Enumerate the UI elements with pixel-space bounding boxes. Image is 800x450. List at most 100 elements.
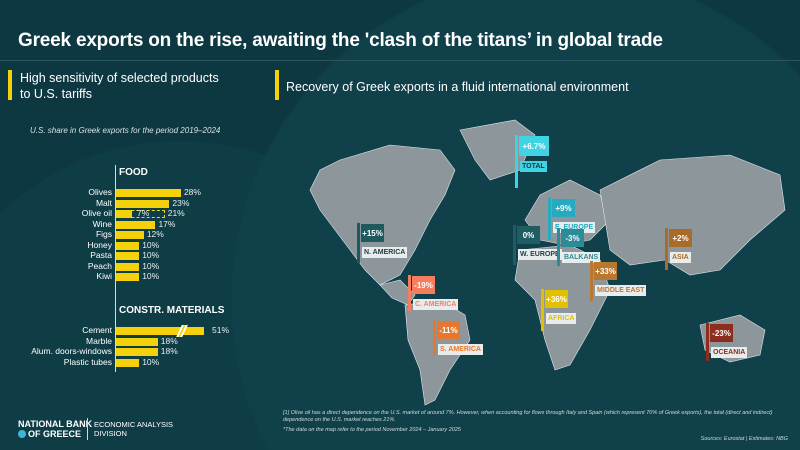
north-america (309, 144, 456, 286)
chart-subtitle: U.S. share in Greek exports for the peri… (30, 126, 221, 135)
bar-row: Cement 51% (0, 325, 260, 337)
total-label: TOTAL (520, 161, 547, 172)
bar (116, 358, 140, 367)
bar-label: Figs (95, 229, 112, 239)
bar (116, 348, 158, 356)
bar-label: Cement (82, 325, 112, 335)
bar-row: Alum. doors-windows 18% (0, 346, 260, 357)
bar-value: 18% (160, 346, 178, 356)
bar-value: 21% (167, 208, 185, 218)
logo-mark-icon (18, 430, 26, 438)
bar-label: Peach (87, 260, 112, 271)
bar (116, 327, 204, 335)
bar-row: Marble 18% (0, 335, 260, 347)
n-america-flag[interactable]: +15% (361, 224, 384, 242)
bar-label: Malt (95, 197, 112, 208)
bar-row: Pasta 10% (0, 250, 260, 261)
bar (116, 231, 144, 239)
page-title: Greek exports on the rise, awaiting the … (18, 30, 663, 51)
section-marker (275, 70, 279, 100)
bar-label: Olive oil (81, 208, 112, 218)
bar-row: Plastic tubes 10% (0, 356, 260, 368)
bar-value: 10% (142, 271, 160, 281)
logo-text: NATIONAL BANK (18, 419, 93, 429)
bar-label: Plastic tubes (63, 356, 112, 367)
bar-value: 10% (142, 250, 160, 260)
nbg-logo: NATIONAL BANK OF GREECE (18, 419, 92, 439)
footnote-olive-oil: [1] Olive oil has a direct dependence on… (283, 410, 773, 423)
africa-flag-pole (541, 289, 544, 331)
asia-flag[interactable]: +2% (669, 229, 692, 247)
asia-flag-pole (665, 228, 668, 270)
c-america-flag[interactable]: -19% (412, 276, 435, 294)
oceania-label: OCEANIA (711, 347, 748, 358)
bar (116, 220, 156, 229)
bar-row: Honey 10% (0, 239, 260, 251)
bar-label: Marble (86, 335, 112, 346)
s-america-flag-pole (433, 320, 436, 356)
group-label-food: FOOD (119, 167, 148, 178)
title-divider (0, 60, 800, 61)
c-america-flag-pole (408, 275, 411, 311)
bar (116, 199, 170, 208)
bar-row: Wine 17% (0, 218, 260, 230)
bar-direct-value: 7% (137, 208, 150, 218)
n-america-label: N. AMERICA (362, 247, 408, 258)
left-section-heading: High sensitivity of selected products to… (20, 70, 219, 102)
middle-east-label: MIDDLE EAST (595, 285, 647, 296)
heading-line: High sensitivity of selected products (20, 71, 219, 85)
bar-label: Pasta (90, 250, 112, 260)
bar-value: 51% (212, 325, 230, 335)
section-marker (8, 70, 12, 100)
division-line: ECONOMIC ANALYSIS (94, 420, 174, 429)
africa-label: AFRICA (546, 313, 577, 324)
bar (116, 273, 140, 281)
bar (116, 189, 181, 197)
w-europe-label: W. EUROPE (518, 249, 562, 260)
c-america-label: C. AMERICA (413, 299, 459, 310)
oceania-flag[interactable]: -23% (710, 324, 733, 342)
balkans-flag[interactable]: -3% (561, 229, 584, 247)
footer-divider (87, 418, 88, 440)
africa-flag[interactable]: +36% (545, 290, 568, 308)
central-america (379, 279, 416, 306)
bar-value: 28% (183, 187, 201, 197)
bar-row: Peach 10% (0, 260, 260, 272)
s-america-flag[interactable]: -11% (437, 321, 460, 339)
division-line: DIVISION (94, 429, 127, 438)
bar-value: 17% (158, 218, 176, 229)
bar-value: 18% (160, 335, 178, 346)
bar-row: Kiwi 10% (0, 271, 260, 282)
asia-label: ASIA (670, 252, 691, 263)
total-flag[interactable]: +6.7% (519, 136, 549, 156)
bar-label: Alum. doors-windows (31, 346, 112, 356)
bar-value: 10% (142, 356, 160, 367)
bar-value: 10% (142, 260, 160, 271)
bar-label: Kiwi (96, 271, 112, 281)
middle-east-flag[interactable]: +33% (594, 262, 617, 280)
middle-east-flag-pole (590, 261, 593, 301)
w-europe-flag[interactable]: 0% (517, 226, 540, 244)
footnote-map-period: *The data on the map refer to the period… (283, 427, 461, 433)
bar-row: Olive oil 7% 21% (0, 208, 260, 219)
bar (116, 337, 158, 346)
e-europe-flag[interactable]: +9% (552, 199, 575, 217)
bar-direct (116, 210, 133, 218)
bar (116, 252, 140, 260)
bar-row: Malt 23% (0, 197, 260, 209)
bar-value: 10% (142, 239, 160, 250)
w-europe-flag-pole (513, 225, 516, 265)
bar-row: Figs 12% (0, 229, 260, 240)
e-europe-label: E. EUROPE (553, 222, 596, 233)
division-name: ECONOMIC ANALYSIS DIVISION (94, 420, 173, 438)
total-flag-pole (515, 135, 518, 188)
bar-label: Honey (87, 239, 112, 250)
chart-axis (115, 165, 116, 372)
e-europe-flag-pole (548, 198, 551, 240)
s-america-label: S. AMERICA (438, 344, 483, 355)
balkans-label: BALKANS (562, 252, 601, 263)
bar-label: Olives (88, 187, 112, 197)
bar-row: Olives 28% (0, 187, 260, 198)
bar (116, 241, 140, 250)
n-america-flag-pole (357, 223, 360, 263)
